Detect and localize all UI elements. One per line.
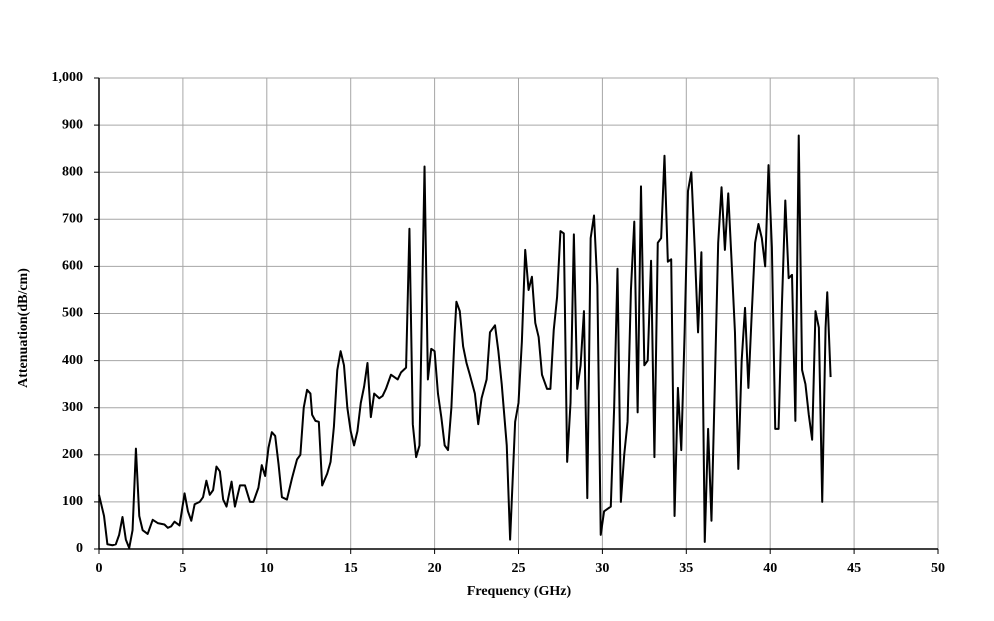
x-tick-label: 20: [428, 561, 442, 576]
y-tick-label: 0: [76, 541, 83, 556]
y-tick-label: 100: [62, 494, 83, 509]
x-tick-label: 40: [763, 561, 777, 576]
y-tick-label: 500: [62, 306, 83, 321]
x-tick-label: 15: [344, 561, 358, 576]
y-tick-label: 600: [62, 259, 83, 274]
x-tick-label: 35: [679, 561, 693, 576]
y-tick-label: 900: [62, 117, 83, 132]
x-tick-label: 25: [512, 561, 526, 576]
x-tick-label: 0: [96, 561, 103, 576]
y-tick-label: 200: [62, 447, 83, 462]
y-tick-label: 700: [62, 212, 83, 227]
data-line: [98, 134, 832, 550]
y-tick-label: 800: [62, 164, 83, 179]
x-tick-label: 30: [595, 561, 609, 576]
x-axis-label: Frequency (GHz): [467, 584, 572, 599]
x-tick-label: 5: [179, 561, 186, 576]
y-tick-label: 400: [62, 353, 83, 368]
x-tick-label: 45: [847, 561, 861, 576]
x-tick-label: 10: [260, 561, 274, 576]
y-tick-label: 1,000: [52, 70, 84, 85]
y-axis-label: Attenuation(dB/cm): [16, 268, 31, 388]
y-tick-label: 300: [62, 400, 83, 415]
x-tick-label: 50: [931, 561, 945, 576]
